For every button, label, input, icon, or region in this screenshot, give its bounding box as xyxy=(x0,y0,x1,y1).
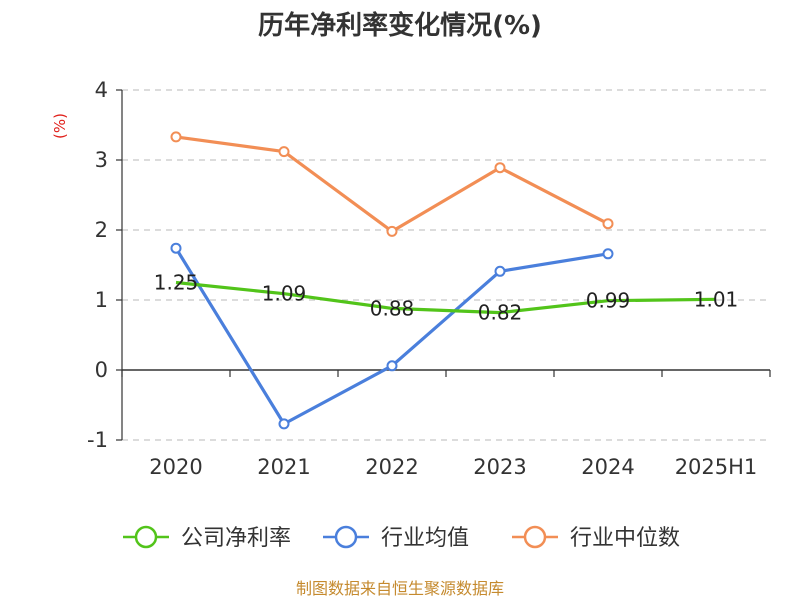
x-tick-label: 2020 xyxy=(149,455,202,479)
data-label: 1.01 xyxy=(694,287,739,311)
legend-label: 行业均值 xyxy=(381,526,469,551)
y-tick-label: 3 xyxy=(95,148,108,172)
axes: 4 3 2 1 0 -1 2020 2021 2022 2023 2024 2025H1 xyxy=(87,78,771,479)
series-line xyxy=(175,280,717,315)
legend-item[interactable]: 公司净利率 xyxy=(123,525,291,551)
data-point xyxy=(602,248,614,260)
data-labels: 1.25 1.09 0.88 0.82 0.99 1.01 xyxy=(154,271,739,325)
legend-marker xyxy=(523,525,547,549)
y-tick-label: 4 xyxy=(95,78,108,102)
legend-marker xyxy=(334,525,358,549)
x-tick-label: 2023 xyxy=(473,455,526,479)
legend: 公司净利率 行业均值 行业中位数 xyxy=(123,525,680,551)
chart-title: 历年净利率变化情况(%) xyxy=(258,10,542,41)
x-tick-label: 2022 xyxy=(365,455,418,479)
y-tick-label: 1 xyxy=(95,288,108,312)
series-line xyxy=(174,247,609,426)
y-axis-unit: (%) xyxy=(51,113,69,139)
y-tick-label: 2 xyxy=(95,218,108,242)
data-label: 0.88 xyxy=(370,296,415,320)
legend-item[interactable]: 行业中位数 xyxy=(512,525,680,551)
data-point xyxy=(494,162,506,174)
y-tick-label: -1 xyxy=(87,428,108,452)
legend-label: 行业中位数 xyxy=(570,526,680,551)
x-tick-label: 2021 xyxy=(257,455,310,479)
data-point xyxy=(386,360,398,372)
legend-item[interactable]: 行业均值 xyxy=(323,525,469,551)
data-label: 0.99 xyxy=(586,289,631,313)
data-point xyxy=(278,146,290,158)
x-tick-label: 2025H1 xyxy=(675,455,758,479)
data-point xyxy=(602,218,614,230)
data-label: 0.82 xyxy=(478,301,523,325)
data-source: 制图数据来自恒生聚源数据库 xyxy=(296,579,504,598)
x-tick-label: 2024 xyxy=(581,455,634,479)
legend-label: 公司净利率 xyxy=(181,526,291,551)
series-lines xyxy=(170,131,717,430)
data-point xyxy=(170,242,182,254)
data-label: 1.25 xyxy=(154,271,199,295)
legend-marker xyxy=(134,525,158,549)
data-point xyxy=(278,418,290,430)
data-point xyxy=(170,131,182,143)
series-line xyxy=(175,135,609,233)
data-point xyxy=(494,265,506,277)
data-label: 1.09 xyxy=(262,282,307,306)
y-tick-label: 0 xyxy=(95,358,108,382)
data-point xyxy=(386,225,398,237)
